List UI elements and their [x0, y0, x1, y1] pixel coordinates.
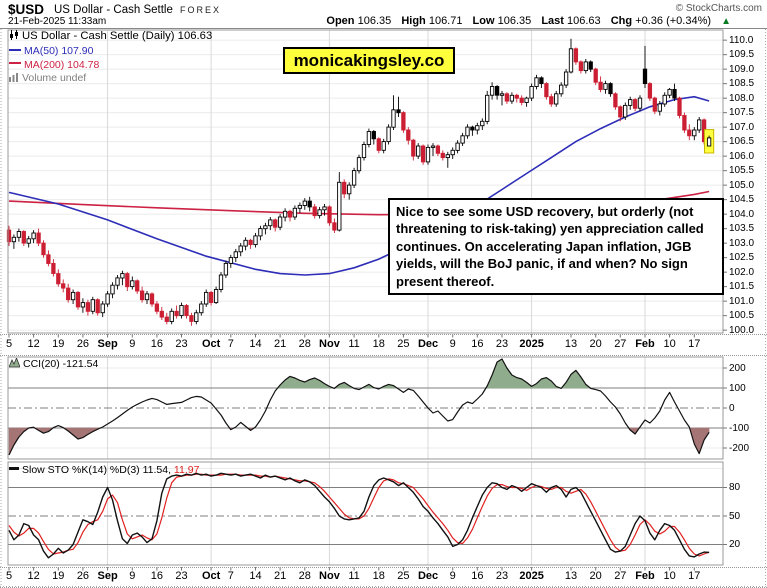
cci-legend: CCI(20) -121.54 — [8, 356, 99, 371]
cci-legend-text: CCI(20) -121.54 — [23, 358, 99, 370]
x-tick-label: 2025 — [519, 338, 544, 350]
x-tick-label: Nov — [319, 338, 340, 350]
x-tick-label: 13 — [564, 570, 578, 582]
low-label: Low — [472, 15, 495, 27]
x-tick-label: 14 — [249, 570, 262, 582]
exchange-label: FOREX — [180, 5, 222, 15]
x-tick-label: 20 — [589, 570, 602, 582]
low-value: 106.35 — [497, 15, 532, 27]
symbol: $USD — [8, 2, 45, 17]
x-tick-label: 26 — [76, 570, 90, 582]
volume-legend: Volume undef — [22, 72, 87, 85]
x-tick-label: 26 — [76, 338, 90, 350]
x-tick-label: 9 — [449, 570, 456, 582]
area-chart-icon — [8, 356, 21, 371]
line-icon — [9, 467, 19, 470]
ma200-swatch — [9, 62, 21, 65]
candlestick-icon — [9, 30, 19, 45]
sto-legend: Slow STO %K(14) %D(3) 11.54, 11.97 — [9, 464, 199, 476]
x-tick-label: 20 — [589, 338, 602, 350]
x-tick-label: 11 — [348, 570, 360, 582]
sto-legend-black: Slow STO %K(14) %D(3) 11.54, — [22, 464, 171, 476]
x-tick-label: Oct — [201, 338, 221, 350]
ma50-swatch — [9, 48, 21, 51]
x-tick-label: 19 — [52, 570, 65, 582]
x-tick-label: 12 — [27, 570, 40, 582]
x-tick-label: 9 — [449, 338, 456, 350]
x-tick-label: Sep — [97, 338, 118, 350]
x-tick-label: 16 — [150, 338, 164, 350]
x-tick-label: 9 — [129, 338, 136, 350]
x-tick-label: 16 — [471, 570, 484, 582]
x-tick-label: 23 — [495, 570, 509, 582]
up-arrow-icon: ▲ — [721, 16, 731, 27]
high-value: 106.71 — [428, 15, 463, 27]
x-tick-label: Dec — [417, 338, 439, 350]
x-tick-label: 7 — [227, 570, 234, 582]
x-tick-label: Sep — [97, 570, 118, 582]
last-label: Last — [541, 15, 564, 27]
x-tick-label: 13 — [564, 338, 578, 350]
last-value: 106.63 — [567, 15, 601, 27]
x-tick-label: 9 — [129, 570, 136, 582]
watermark-box: monicakingsley.co — [283, 47, 455, 74]
chg-value: +0.36 (+0.34%) — [635, 15, 712, 27]
x-tick-label: 16 — [471, 338, 484, 350]
x-tick-label: 23 — [175, 338, 188, 350]
open-value: 106.35 — [357, 15, 392, 27]
x-axis-strip-top: 5 12 19 26 Sep 9 16 23 Oct 7 14 21 28 Nov 11 18 25 Dec 9 16… — [0, 334, 767, 356]
x-tick-label: 18 — [372, 570, 385, 582]
instrument-name: US Dollar - Cash Settle — [54, 4, 173, 16]
x-tick-label: 11 — [348, 338, 360, 350]
x-tick-label: 19 — [52, 338, 65, 350]
x-tick-label: 17 — [688, 570, 701, 582]
x-tick-label: 14 — [249, 338, 262, 350]
x-tick-label: 27 — [614, 338, 627, 350]
annotation-box: Nice to see some USD recovery, but order… — [388, 198, 724, 296]
timestamp: 21-Feb-2025 11:33am — [8, 16, 107, 27]
x-tick-label: 10 — [663, 338, 676, 350]
x-tick-label: 2025 — [519, 570, 544, 582]
x-axis-strip-bottom: 5 12 19 26 Sep 9 16 23 Oct 7 14 21 28 Nov 11 18 25 Dec 9 16… — [0, 567, 767, 588]
x-tick-label: 12 — [27, 338, 40, 350]
x-tick-label: 28 — [298, 338, 311, 350]
x-tick-label: Feb — [635, 570, 655, 582]
price-legend-title: US Dollar - Cash Settle (Daily) 106.63 — [22, 30, 213, 42]
high-label: High — [401, 15, 426, 27]
x-tick-label: Oct — [201, 570, 221, 582]
open-label: Open — [326, 15, 355, 27]
histogram-icon — [9, 73, 19, 87]
x-tick-label: 17 — [688, 338, 701, 350]
sto-legend-red: 11.97 — [173, 464, 200, 476]
x-tick-label: 23 — [495, 338, 509, 350]
x-tick-label: 5 — [5, 338, 13, 350]
x-tick-label: 21 — [274, 570, 287, 582]
x-tick-label: 25 — [397, 338, 410, 350]
x-tick-label: Nov — [319, 570, 340, 582]
chg-label: Chg — [610, 15, 633, 27]
x-tick-label: 7 — [227, 338, 234, 350]
x-tick-label: 18 — [372, 338, 385, 350]
x-tick-label: 28 — [298, 570, 311, 582]
x-tick-label: 5 — [5, 570, 13, 582]
quote-bar: Open 106.35 High 106.71 Low 106.35 Last … — [326, 15, 731, 27]
x-tick-label: 27 — [614, 570, 627, 582]
x-tick-label: 16 — [150, 570, 164, 582]
ma50-legend: MA(50) 107.90 — [24, 44, 94, 57]
x-tick-label: 25 — [397, 570, 410, 582]
price-legend: US Dollar - Cash Settle (Daily) 106.63 M… — [9, 30, 212, 87]
x-tick-label: 21 — [274, 338, 287, 350]
x-tick-label: 23 — [175, 570, 188, 582]
copyright: © StockCharts.com — [675, 3, 762, 14]
ma200-legend: MA(200) 104.78 — [24, 58, 100, 71]
x-tick-label: Dec — [417, 570, 439, 582]
x-tick-label: Feb — [635, 338, 655, 350]
x-tick-label: 10 — [663, 570, 676, 582]
